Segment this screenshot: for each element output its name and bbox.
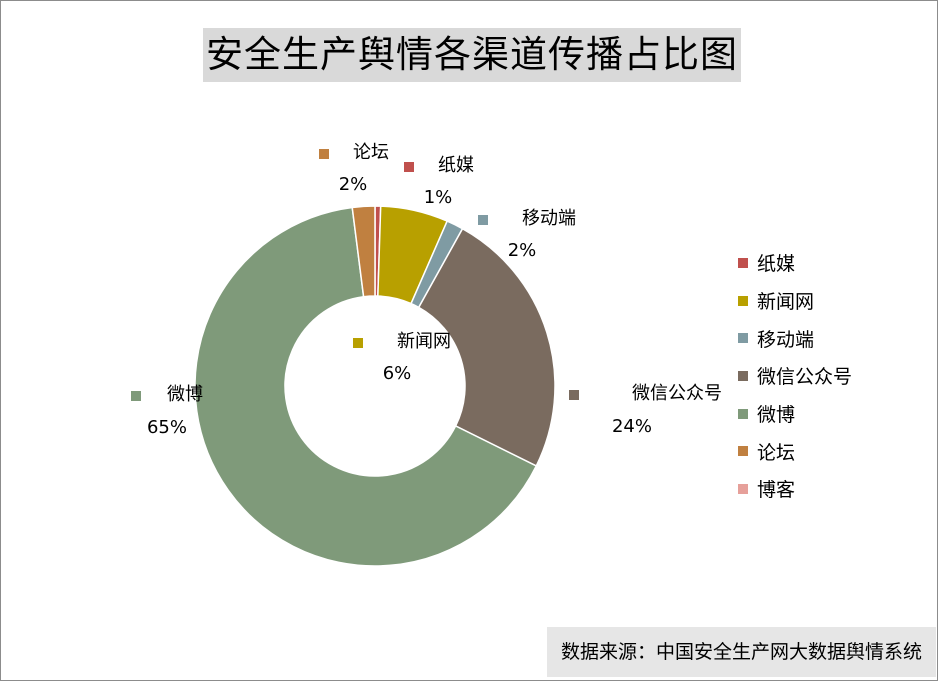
data-label-name-news-site: 新闻网 <box>397 331 451 352</box>
legend-swatch-blog <box>738 483 748 494</box>
data-label-name-mobile: 移动端 <box>522 208 576 229</box>
legend-swatch-paper-media <box>738 257 748 268</box>
legend-label-weibo: 微博 <box>757 404 796 427</box>
data-label-value-paper-media: 1% <box>424 187 453 208</box>
legend-item-wechat: 微信公众号 <box>738 357 852 395</box>
data-label-swatch-wechat <box>569 390 579 400</box>
legend: 纸媒 新闻网 移动端 微信公众号 微博 论坛 博客 <box>738 244 852 508</box>
slice-wechat <box>417 227 556 467</box>
slice-forum <box>351 205 376 298</box>
data-label-value-mobile: 2% <box>508 240 537 261</box>
legend-item-forum: 论坛 <box>738 432 852 470</box>
data-label-swatch-paper-media <box>404 162 414 172</box>
legend-label-blog: 博客 <box>757 479 796 502</box>
chart-title: 安全生产舆情各渠道传播占比图 <box>203 28 741 82</box>
legend-label-paper-media: 纸媒 <box>757 253 796 276</box>
data-label-name-paper-media: 纸媒 <box>438 155 474 176</box>
data-label-name-forum: 论坛 <box>353 142 389 163</box>
legend-item-weibo: 微博 <box>738 395 852 433</box>
legend-label-mobile: 移动端 <box>757 328 815 351</box>
legend-swatch-news-site <box>738 295 748 306</box>
legend-item-mobile: 移动端 <box>738 319 852 357</box>
data-label-name-wechat: 微信公众号 <box>632 383 722 404</box>
data-label-swatch-forum <box>319 149 329 159</box>
legend-item-news-site: 新闻网 <box>738 282 852 320</box>
legend-item-paper-media: 纸媒 <box>738 244 852 282</box>
data-label-swatch-weibo <box>131 391 141 401</box>
legend-swatch-mobile <box>738 333 748 344</box>
legend-swatch-wechat <box>738 370 748 381</box>
data-label-value-wechat: 24% <box>612 416 652 437</box>
legend-label-news-site: 新闻网 <box>757 291 815 314</box>
data-source-note: 数据来源：中国安全生产网大数据舆情系统 <box>547 627 936 677</box>
data-label-value-news-site: 6% <box>383 363 412 384</box>
legend-label-forum: 论坛 <box>757 441 796 464</box>
data-label-value-forum: 2% <box>339 174 368 195</box>
data-label-swatch-mobile <box>478 215 488 225</box>
legend-label-wechat: 微信公众号 <box>757 366 853 389</box>
legend-swatch-weibo <box>738 408 748 419</box>
data-label-value-weibo: 65% <box>147 417 187 438</box>
legend-item-blog: 博客 <box>738 470 852 508</box>
data-label-swatch-news-site <box>353 338 363 348</box>
legend-swatch-forum <box>738 446 748 457</box>
data-label-name-weibo: 微博 <box>167 384 203 405</box>
slice-weibo <box>194 206 538 567</box>
